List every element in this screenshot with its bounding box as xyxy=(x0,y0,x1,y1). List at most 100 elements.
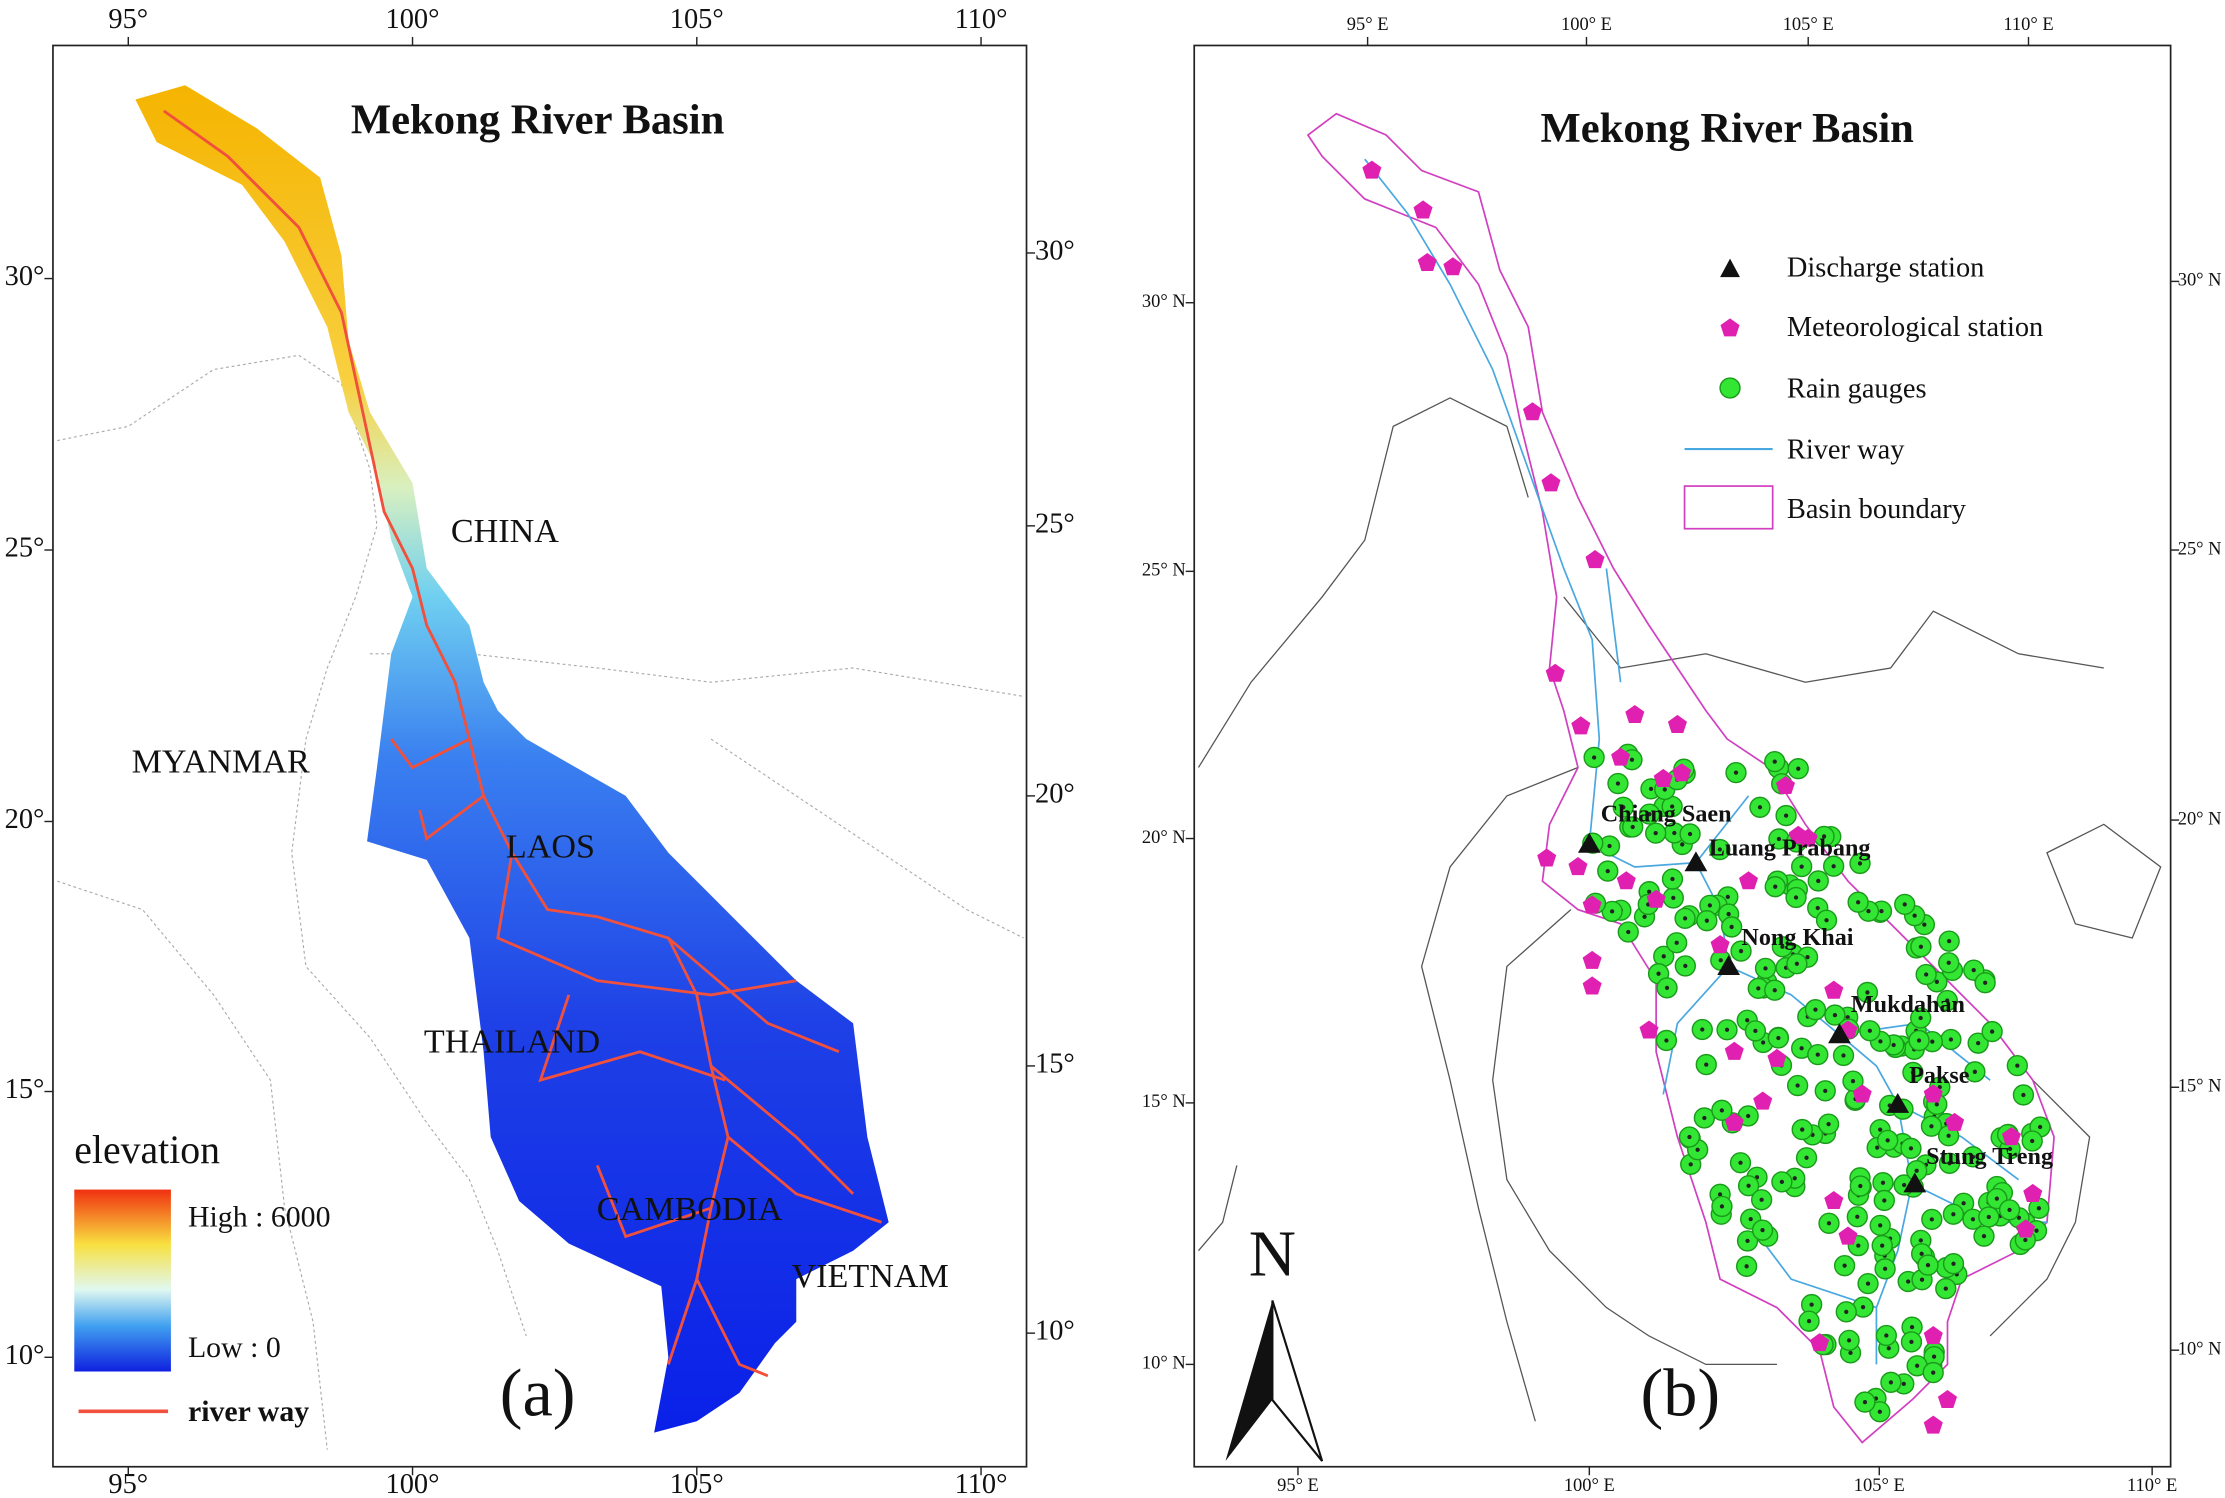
meteorological-station xyxy=(1738,871,1759,890)
tick-label: 30° xyxy=(5,261,45,292)
rain-gauge-dot xyxy=(1783,813,1789,818)
rain-gauge-dot xyxy=(1724,1027,1730,1032)
rain-gauge-dot xyxy=(1877,1409,1882,1414)
tick-label: 30° xyxy=(1035,235,1075,266)
meteorological-station xyxy=(1767,1048,1787,1067)
meteorological-station xyxy=(1362,160,1382,179)
rain-gauge-dot xyxy=(1951,1261,1956,1266)
rain-gauge-dot xyxy=(1943,1286,1948,1291)
rain-gauge-dot xyxy=(2037,1124,2043,1130)
rain-gauge-dot xyxy=(1994,1196,1999,1201)
tick-label: 110° E xyxy=(2127,1475,2177,1495)
rain-gauge-dot xyxy=(1878,1127,1883,1132)
tick-label: 15° N xyxy=(1142,1091,1186,1111)
rain-gauge-dot xyxy=(1908,1146,1914,1151)
rain-gauge-dot xyxy=(1842,1263,1847,1268)
rain-gauge-dot xyxy=(1832,1012,1838,1018)
rain-gauge-dot xyxy=(1695,1147,1700,1152)
tick-label: 25° xyxy=(1035,508,1075,539)
rain-gauge-dot xyxy=(1591,755,1597,760)
rain-gauge-dot xyxy=(1629,757,1635,762)
meteorological-station xyxy=(1923,1084,1943,1103)
rain-gauge-dot xyxy=(1945,998,1950,1003)
rain-gauge-dot xyxy=(1687,831,1693,837)
rain-gauge-dot xyxy=(1865,1281,1871,1286)
rain-gauge-dot xyxy=(1815,905,1820,911)
rain-gauge-dot xyxy=(1882,1266,1888,1271)
rain-gauge-dot xyxy=(1647,811,1652,817)
rain-gauge-dot xyxy=(1813,1007,1818,1012)
rain-gauge-dot xyxy=(1738,948,1744,954)
rain-gauge-dot xyxy=(1971,968,1976,973)
tick-label: 10° N xyxy=(2178,1338,2222,1358)
rain-gauge-dot xyxy=(1776,836,1782,842)
meteorological-station xyxy=(1923,1415,1943,1434)
rain-gauge-dot xyxy=(1794,961,1800,966)
rain-gauge-dot xyxy=(1981,1234,1987,1239)
rain-gauge-dot xyxy=(1824,918,1829,923)
tick-label: 20° N xyxy=(2178,808,2222,828)
rain-gauge-dot xyxy=(1725,894,1730,900)
discharge-station xyxy=(1577,832,1601,853)
rain-gauge-dot xyxy=(1857,861,1863,866)
station-label: Mukdahan xyxy=(1851,991,1966,1018)
rain-gauge-dot xyxy=(1760,1040,1766,1045)
country-label: CAMBODIA xyxy=(597,1191,783,1228)
rain-gauge-dot xyxy=(1816,878,1821,884)
rain-gauge-dot xyxy=(1929,1217,1934,1222)
discharge-station xyxy=(1886,1092,1910,1113)
meteorological-station xyxy=(1443,257,1463,276)
legend-label: river way xyxy=(188,1395,309,1428)
rain-gauge-dot xyxy=(1919,1277,1925,1282)
meteorological-station xyxy=(1775,776,1795,795)
rain-gauge-dot xyxy=(1831,864,1836,869)
rain-gauge-dot xyxy=(1772,759,1777,764)
rain-gauge-dot xyxy=(1925,1262,1931,1268)
meteorological-station xyxy=(1582,976,1602,995)
rain-gauge-dot xyxy=(1704,918,1709,923)
rain-gauge-dot xyxy=(1664,985,1670,990)
legend-symbol xyxy=(1720,318,1740,337)
rain-gauge-dot xyxy=(1922,922,1927,927)
tick-label: 110° E xyxy=(2003,14,2053,34)
rain-gauge-dot xyxy=(1850,1079,1856,1084)
rain-gauge-dot xyxy=(1885,1138,1890,1143)
rain-gauge-dot xyxy=(1891,1042,1896,1048)
rain-gauge-dot xyxy=(1745,1018,1750,1023)
rain-gauge-dot xyxy=(1772,988,1777,993)
tick-label: 20° xyxy=(5,804,45,835)
rain-gauge-dot xyxy=(1670,876,1675,882)
rain-gauge-dot xyxy=(1855,1214,1860,1219)
rain-gauge-dot xyxy=(1915,1363,1920,1368)
rain-gauge-dot xyxy=(1760,1228,1765,1233)
rain-gauge-dot xyxy=(1931,1354,1937,1359)
rain-gauge-dot xyxy=(1976,1041,1981,1046)
meteorological-station xyxy=(1616,871,1636,890)
station-label: Pakse xyxy=(1909,1062,1970,1089)
rain-gauge-dot xyxy=(1718,958,1723,963)
station-label: Chiang Saen xyxy=(1601,800,1732,827)
north-label: N xyxy=(1249,1219,1296,1291)
tick-label: 105° E xyxy=(1854,1475,1905,1495)
meteorological-station xyxy=(1522,402,1543,421)
tick-label: 25° N xyxy=(1142,560,1186,580)
rain-gauge-dot xyxy=(1948,1037,1954,1042)
rain-gauge-dot xyxy=(1845,1015,1850,1020)
meteorological-station xyxy=(1417,252,1437,272)
meteorological-station xyxy=(1571,716,1591,735)
rain-gauge-dot xyxy=(1821,834,1827,839)
meteorological-station xyxy=(1824,1191,1844,1210)
tick-label: 100° xyxy=(386,4,440,35)
rain-gauge-dot xyxy=(1759,1197,1764,1202)
tick-label: 10° xyxy=(5,1340,45,1371)
rain-gauge-dot xyxy=(1946,1133,1951,1138)
country-label: THAILAND xyxy=(424,1023,600,1060)
border xyxy=(57,354,1024,1450)
meteorological-station xyxy=(1582,895,1602,914)
rain-gauge-dot xyxy=(1916,1038,1922,1043)
panel-label: (a) xyxy=(500,1355,576,1431)
legend-label: High : 6000 xyxy=(188,1200,331,1233)
rain-gauge-dot xyxy=(1615,781,1621,786)
meteorological-station xyxy=(1810,1333,1830,1352)
